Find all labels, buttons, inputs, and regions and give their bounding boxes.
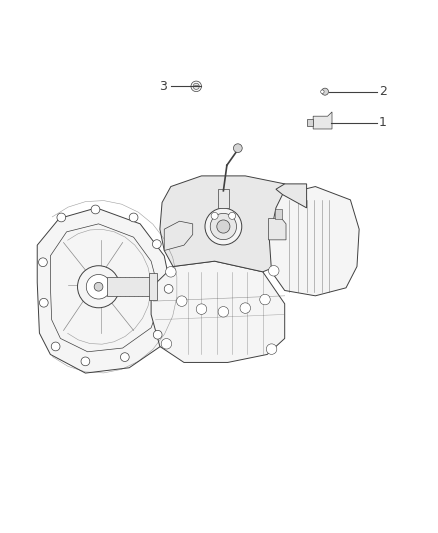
Polygon shape: [107, 277, 151, 296]
Circle shape: [205, 208, 242, 245]
Polygon shape: [269, 187, 359, 296]
Circle shape: [229, 212, 236, 220]
Polygon shape: [268, 219, 286, 240]
Text: 2: 2: [379, 85, 387, 98]
Circle shape: [153, 330, 162, 339]
Circle shape: [120, 353, 129, 361]
Circle shape: [166, 266, 176, 277]
Circle shape: [218, 306, 229, 317]
Circle shape: [57, 213, 66, 222]
Polygon shape: [276, 184, 307, 208]
Circle shape: [81, 357, 90, 366]
Circle shape: [193, 83, 199, 90]
Circle shape: [266, 344, 277, 354]
Circle shape: [152, 240, 161, 248]
Polygon shape: [151, 261, 285, 362]
Circle shape: [86, 274, 111, 299]
Circle shape: [321, 90, 324, 93]
Polygon shape: [307, 119, 313, 126]
Circle shape: [91, 205, 100, 214]
Circle shape: [210, 213, 237, 240]
Polygon shape: [218, 189, 229, 208]
Circle shape: [78, 266, 120, 308]
Text: 1: 1: [379, 116, 387, 129]
Circle shape: [161, 338, 172, 349]
Circle shape: [129, 213, 138, 222]
Text: 3: 3: [159, 80, 167, 93]
Circle shape: [191, 81, 201, 92]
Polygon shape: [50, 224, 161, 352]
Circle shape: [321, 88, 328, 95]
Polygon shape: [160, 176, 307, 272]
Circle shape: [39, 258, 47, 266]
Circle shape: [196, 304, 207, 314]
Polygon shape: [164, 221, 193, 251]
Circle shape: [233, 144, 242, 152]
Circle shape: [211, 212, 218, 220]
Circle shape: [94, 282, 103, 291]
Circle shape: [164, 285, 173, 293]
Circle shape: [217, 220, 230, 233]
Circle shape: [51, 342, 60, 351]
Circle shape: [240, 303, 251, 313]
Circle shape: [260, 294, 270, 305]
Polygon shape: [37, 208, 175, 373]
Circle shape: [39, 298, 48, 307]
Circle shape: [268, 265, 279, 276]
Polygon shape: [149, 273, 157, 300]
Polygon shape: [313, 112, 332, 129]
Polygon shape: [275, 209, 282, 219]
Circle shape: [177, 296, 187, 306]
